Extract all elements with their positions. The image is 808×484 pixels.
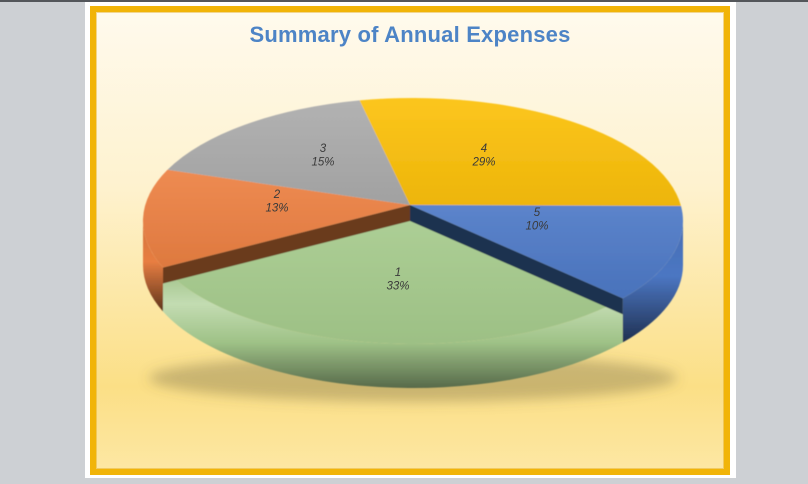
data-label-5[interactable]: 5 10% — [525, 207, 548, 233]
category-label: 1 — [395, 267, 401, 279]
category-label: 2 — [273, 189, 281, 201]
category-label: 4 — [481, 143, 487, 155]
data-label-4[interactable]: 4 29% — [471, 143, 495, 169]
pie-wall-end[interactable] — [163, 205, 410, 284]
category-label: 3 — [320, 143, 327, 155]
pie-slice-2[interactable] — [142, 169, 410, 268]
chart-title[interactable]: Summary of Annual Expenses — [249, 22, 571, 47]
pie-3d-group — [142, 97, 684, 388]
pie-wall-start[interactable] — [410, 205, 623, 315]
category-label: 5 — [534, 207, 541, 219]
pie-rim-2[interactable] — [142, 221, 163, 312]
percentage-label: 33% — [386, 281, 409, 293]
percentage-label: 10% — [525, 221, 548, 233]
data-label-1[interactable]: 1 33% — [386, 267, 409, 293]
pie-slice-3[interactable] — [167, 100, 411, 205]
percentage-label: 13% — [265, 203, 288, 215]
pie-rim-1[interactable] — [163, 267, 623, 388]
data-label-3[interactable]: 3 15% — [311, 143, 334, 169]
window-top-border — [0, 0, 808, 2]
percentage-label: 29% — [471, 157, 495, 169]
pie-slice-5[interactable] — [410, 205, 684, 299]
percentage-label: 15% — [311, 157, 334, 169]
pie-rim-5[interactable] — [622, 221, 683, 343]
data-label-2[interactable]: 2 13% — [265, 189, 288, 215]
pie-slice-4[interactable] — [359, 97, 681, 206]
